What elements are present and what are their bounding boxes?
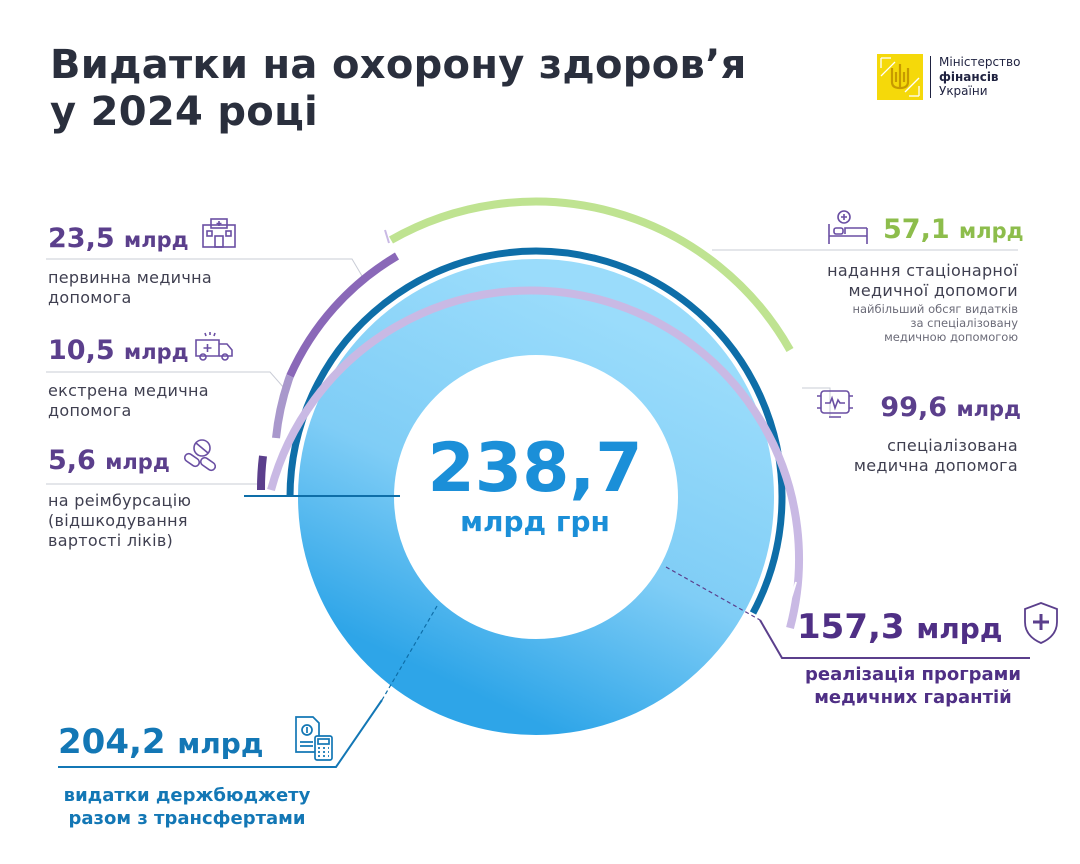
primary-care-label: 23,5 млрд <box>48 223 189 256</box>
inpatient-desc: надання стаціонарної медичної допомоги <box>760 261 1018 301</box>
monitor-heart-icon <box>817 390 853 418</box>
specialized-value: 99,6 млрд <box>875 392 1021 425</box>
connector-primary <box>46 258 366 282</box>
specialized-label: 99,6 млрд <box>875 392 1021 425</box>
logo-line-1: Міністерство <box>939 55 1021 69</box>
reimbursement-number: 5,6 <box>48 445 96 476</box>
emergency-unit: млрд <box>124 340 189 364</box>
primary-care-number: 23,5 <box>48 223 115 254</box>
logo-line-3: України <box>939 84 988 98</box>
logo-line-2: фінансів <box>939 70 1020 85</box>
budget-desc-line-2: разом з трансфертами <box>68 808 306 829</box>
guarantees-desc: реалізація програми медичних гарантій <box>790 663 1036 709</box>
reimbursement-segment <box>256 455 267 491</box>
guarantees-unit: млрд <box>916 612 1003 645</box>
budget-label: 204,2 млрд <box>58 722 263 764</box>
emergency-desc: екстрена медична допомога <box>48 381 209 421</box>
guarantees-desc-line-2: медичних гарантій <box>814 687 1012 708</box>
reimbursement-desc-line-3: вартості ліків) <box>48 531 174 550</box>
primary-segment <box>286 252 400 378</box>
budget-unit: млрд <box>177 727 264 760</box>
ambulance-icon <box>195 332 233 361</box>
budget-desc-line-1: видатки держбюджету <box>63 785 311 806</box>
connector-lines <box>46 249 1018 485</box>
logo-line-2-bold: фінансів <box>939 69 999 84</box>
emergency-segment <box>272 374 294 439</box>
specialized-unit: млрд <box>956 397 1021 421</box>
reimbursement-unit: млрд <box>105 450 170 474</box>
primary-care-desc: первинна медична допомога <box>48 268 212 308</box>
clinic-icon <box>202 218 236 248</box>
emergency-number: 10,5 <box>48 335 115 366</box>
inpatient-unit: млрд <box>959 219 1024 243</box>
primary-care-unit: млрд <box>124 228 189 252</box>
title-line-1: Видатки на охорону здоров’я <box>50 42 747 88</box>
primary-care-desc-line-2: допомога <box>48 288 132 307</box>
connector-budget <box>58 699 383 768</box>
inpatient-note-line-2: за спеціалізовану <box>910 316 1018 330</box>
inpatient-desc-line-2: медичної допомоги <box>848 281 1018 300</box>
guarantees-desc-line-1: реалізація програми <box>805 664 1021 685</box>
specialized-desc: спеціалізована медична допомога <box>780 436 1018 476</box>
inpatient-segment <box>389 197 794 352</box>
trident-icon <box>877 54 923 100</box>
specialized-desc-line-1: спеціалізована <box>887 436 1018 455</box>
emergency-desc-line-2: допомога <box>48 401 132 420</box>
logo-divider <box>930 56 931 98</box>
guarantees-number: 157,3 <box>797 607 905 647</box>
connector-guarantees <box>759 619 1030 659</box>
pills-icon <box>183 439 217 472</box>
guarantees-ring-edge <box>775 581 797 634</box>
emergency-value: 10,5 млрд <box>48 335 189 368</box>
emergency-label: 10,5 млрд <box>48 335 189 368</box>
guarantees-ring <box>267 286 804 630</box>
inpatient-note: найбільший обсяг видатків за спеціалізов… <box>760 302 1018 344</box>
reimbursement-desc-line-2: (відшкодування <box>48 511 188 530</box>
guarantees-label: 157,3 млрд <box>797 607 1002 649</box>
inpatient-note-line-1: найбільший обсяг видатків <box>852 302 1018 316</box>
inpatient-number: 57,1 <box>883 214 950 245</box>
reimbursement-desc: на реімбурсацію (відшкодування вартості … <box>48 491 191 551</box>
total-value: 238,7 <box>427 429 643 508</box>
shield-cross-icon <box>1024 602 1058 644</box>
guarantees-value: 157,3 млрд <box>797 607 1002 649</box>
specialized-number: 99,6 <box>880 392 948 423</box>
budget-value: 204,2 млрд <box>58 722 263 764</box>
logo-text: Міністерство фінансів України <box>939 55 1020 99</box>
inpatient-desc-line-1: надання стаціонарної <box>827 261 1018 280</box>
reimbursement-value: 5,6 млрд <box>48 445 170 478</box>
inpatient-label: 57,1 млрд <box>883 214 1024 247</box>
connector-emergency <box>46 371 285 389</box>
page-title: Видатки на охорону здоров’я у 2024 році <box>50 42 747 136</box>
primary-care-value: 23,5 млрд <box>48 223 189 256</box>
budget-desc: видатки держбюджету разом з трансфертами <box>56 784 318 830</box>
reimbursement-desc-line-1: на реімбурсацію <box>48 491 192 510</box>
connector-specialized <box>802 387 831 416</box>
guarantees-dashed-line <box>665 566 761 621</box>
primary-care-desc-line-1: первинна медична <box>48 268 212 287</box>
emergency-desc-line-1: екстрена медична <box>48 381 209 400</box>
inpatient-note-line-3: медичною допомогою <box>884 330 1018 344</box>
hospital-bed-icon <box>828 210 868 244</box>
calculator-icon <box>295 716 333 761</box>
reimbursement-label: 5,6 млрд <box>48 445 170 478</box>
segment-tick <box>384 229 390 244</box>
specialized-desc-line-2: медична допомога <box>853 456 1018 475</box>
budget-ring <box>286 247 786 615</box>
title-line-2: у 2024 році <box>50 89 319 135</box>
inpatient-value: 57,1 млрд <box>883 214 1024 247</box>
total-unit: млрд грн <box>460 505 610 538</box>
budget-number: 204,2 <box>58 722 166 762</box>
